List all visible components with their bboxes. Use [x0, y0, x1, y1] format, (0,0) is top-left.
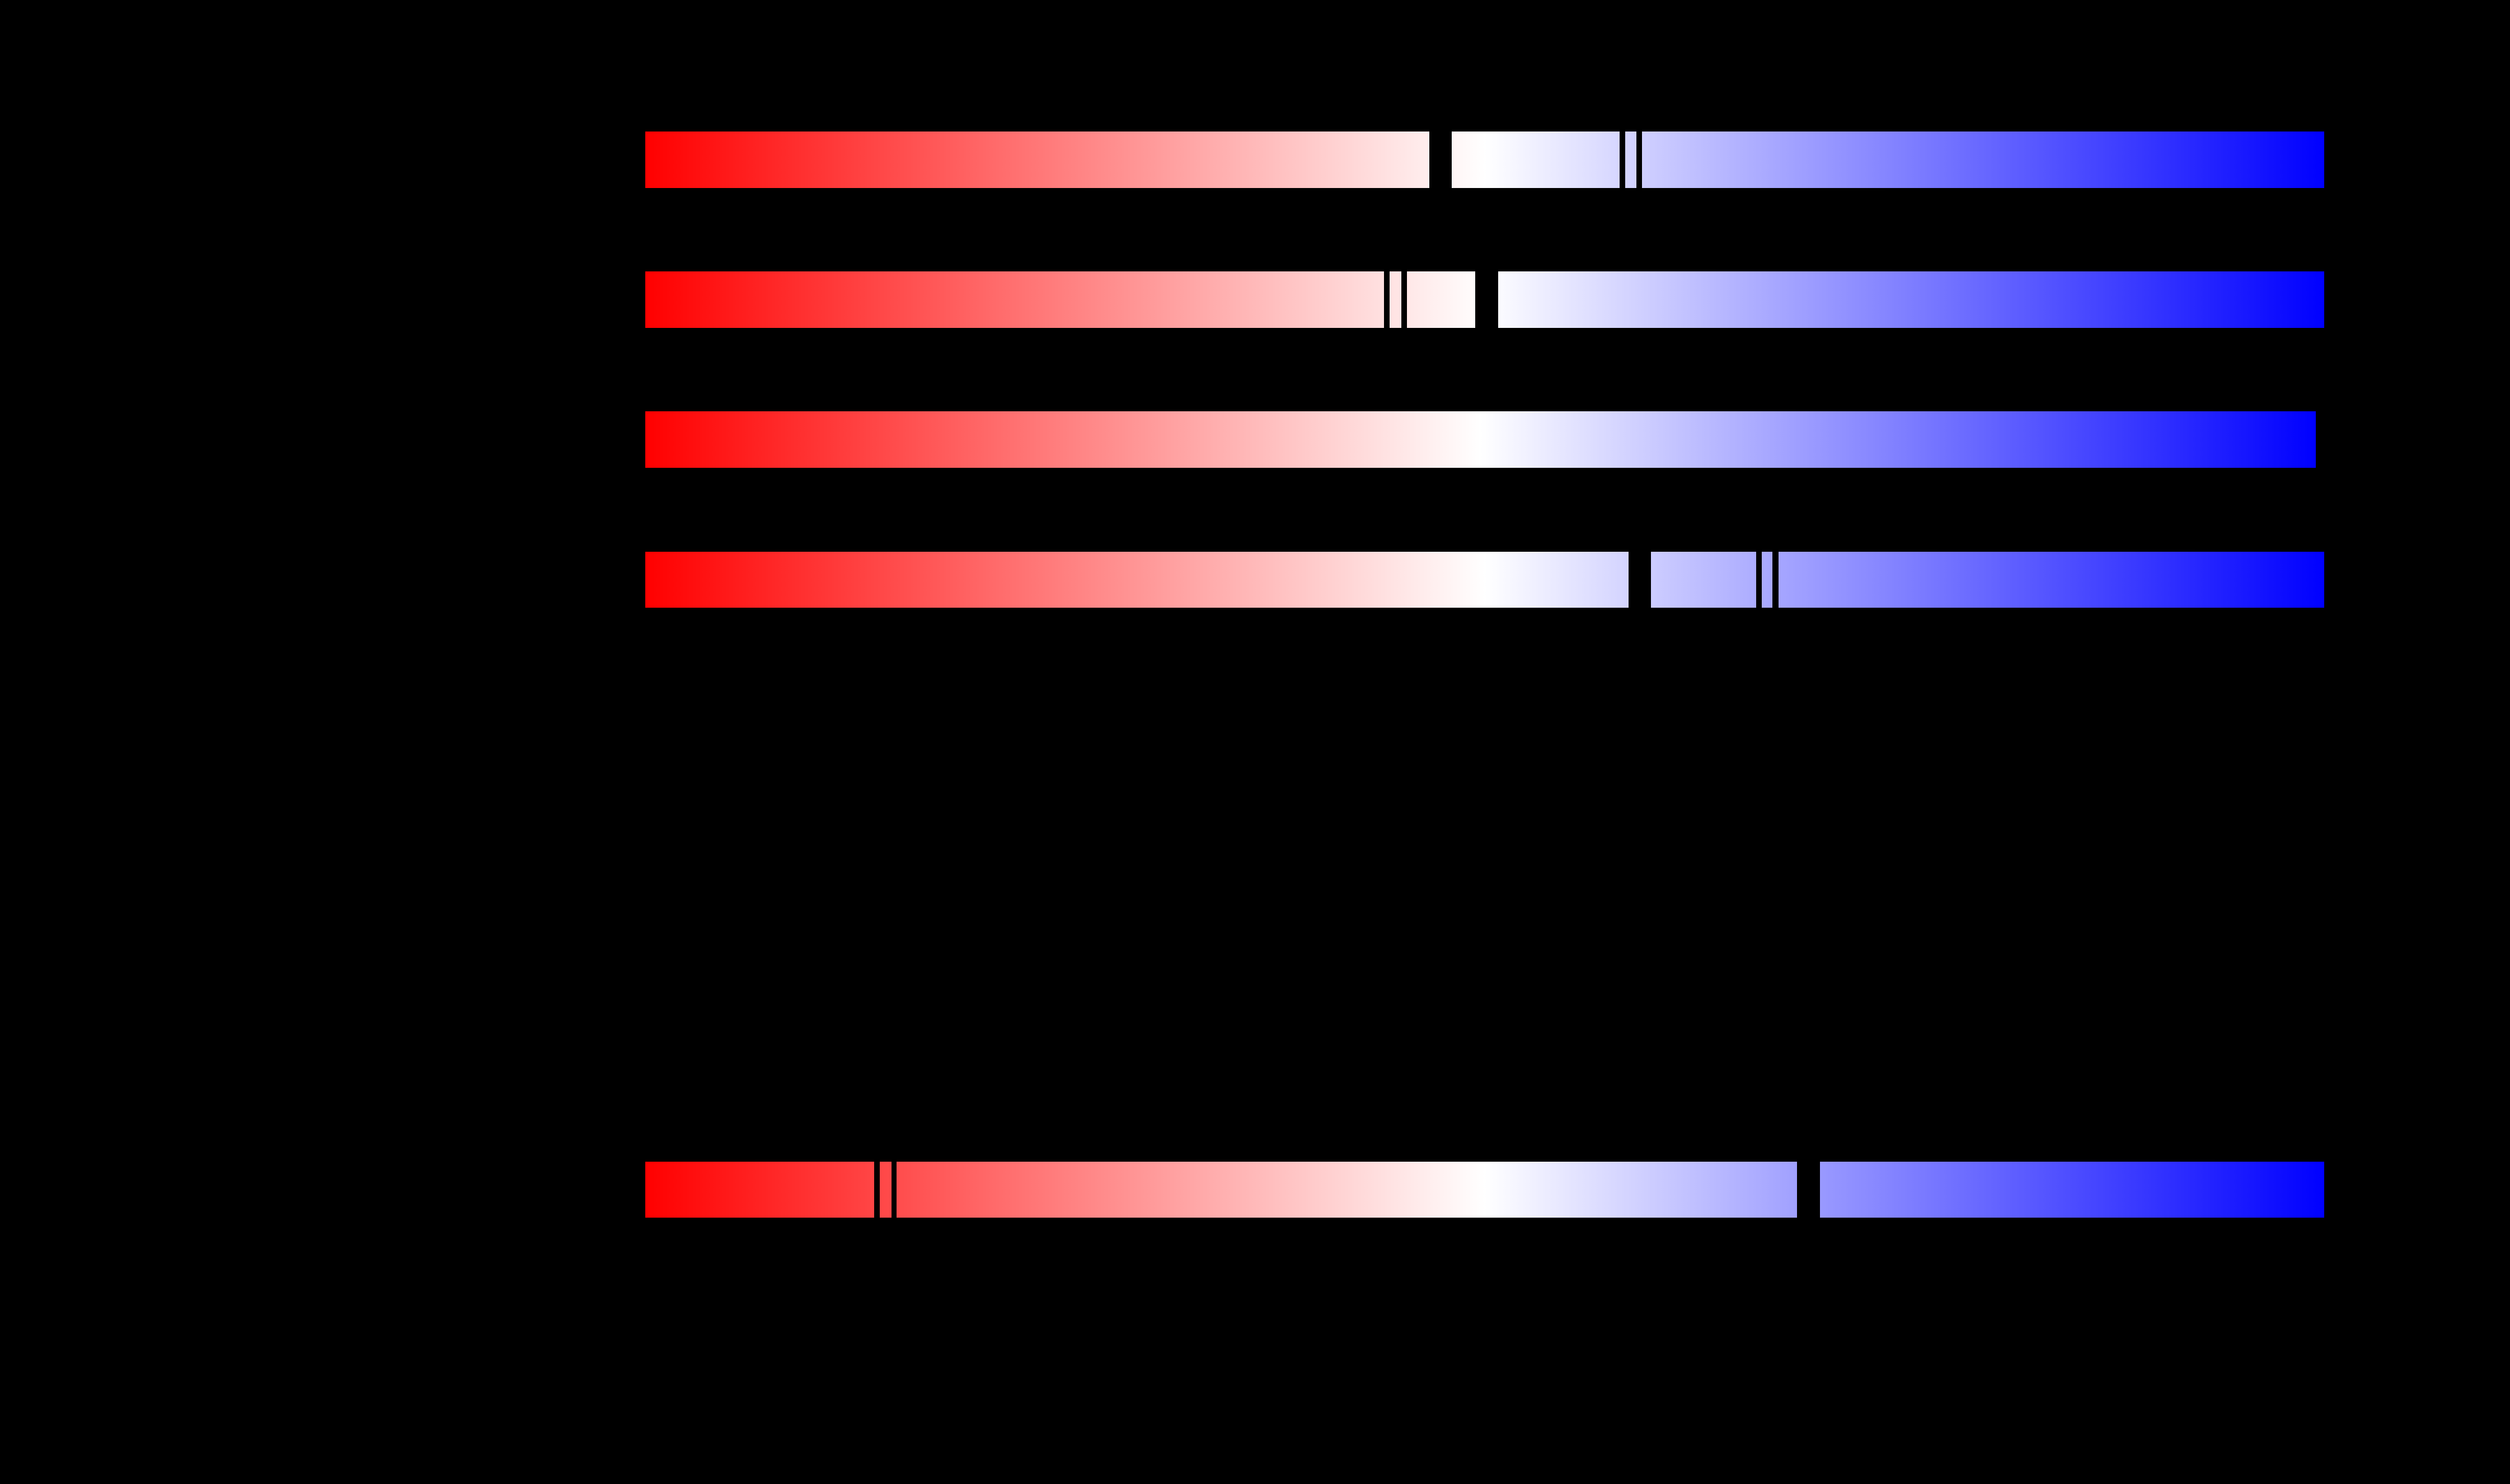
thick-marker-line — [1475, 271, 1498, 328]
gradient-bar-1 — [645, 131, 2324, 189]
thin-marker-line — [1756, 551, 1762, 608]
thick-marker-line — [1429, 131, 1452, 189]
thin-marker-line — [892, 1161, 897, 1218]
gradient-bar-3 — [645, 411, 2316, 468]
gradient-bar-2 — [645, 271, 2324, 328]
thin-marker-line — [1772, 551, 1779, 608]
gradient-bar-4 — [645, 551, 2324, 608]
thick-marker-line — [1797, 1161, 1820, 1218]
thin-marker-line — [874, 1161, 880, 1218]
gradient-bar-5 — [645, 1161, 2324, 1218]
thin-marker-line — [1384, 271, 1390, 328]
thin-marker-line — [1636, 131, 1642, 189]
thick-marker-line — [1629, 551, 1651, 608]
thin-marker-line — [1401, 271, 1407, 328]
thin-marker-line — [1620, 131, 1625, 189]
